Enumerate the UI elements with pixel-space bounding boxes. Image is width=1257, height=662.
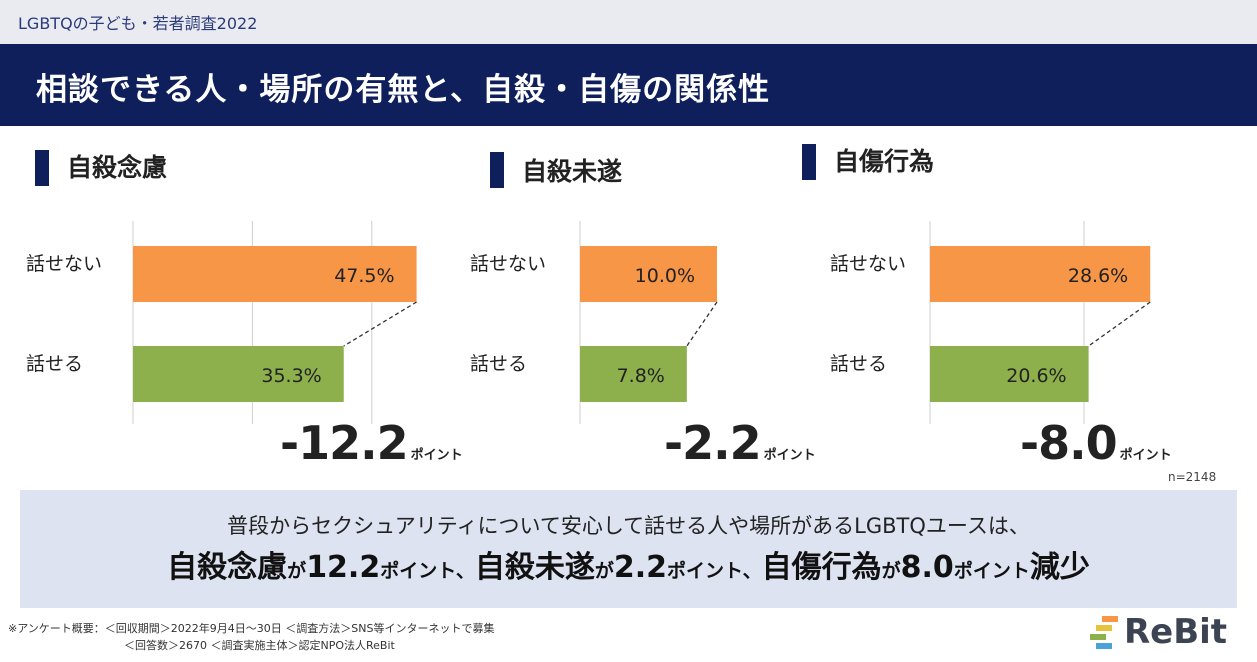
- summary-headline-part: ポイント、: [667, 560, 762, 582]
- bar-value-label: 10.0%: [635, 265, 695, 287]
- bar-value-label: 35.3%: [261, 365, 321, 387]
- sample-size-note: n=2148: [1168, 470, 1217, 484]
- summary-headline-part: 12.2: [306, 550, 381, 585]
- category-label: 話せる: [830, 353, 887, 375]
- bar-chart-self-harm: 28.6% 話せない 20.6% 話せる: [830, 221, 1151, 424]
- summary-headline-part: が: [594, 560, 614, 582]
- summary-headline-part: が: [881, 560, 901, 582]
- logo-mark-icon: [1090, 616, 1118, 649]
- difference-unit: ポイント: [1119, 448, 1172, 463]
- category-label: 話せない: [470, 253, 546, 275]
- survey-label: LGBTQの子ども・若者調査2022: [18, 14, 258, 33]
- summary-headline-part: が: [287, 560, 307, 582]
- heading-marker: [490, 152, 504, 188]
- chart-panel-suicidal-ideation: 自殺念慮 47.5% 話せない 35.3% 話せる -12.2 ポイント: [0, 126, 470, 486]
- summary-headline-part: 自殺未遂: [474, 550, 595, 585]
- bar-cannot-talk: [930, 246, 1151, 302]
- difference-value: -12.2: [280, 416, 409, 470]
- chart-panel-self-harm: 自傷行為 28.6% 話せない 20.6% 話せる -8.0 ポイント: [0, 126, 1257, 486]
- difference-connector: [686, 301, 718, 347]
- page-title: 相談できる人・場所の有無と、自殺・自傷の関係性: [36, 72, 771, 108]
- summary-headline-part: 減少: [1029, 550, 1090, 585]
- bar-value-label: 28.6%: [1068, 265, 1128, 287]
- category-label: 話せない: [830, 253, 906, 275]
- title-band: 相談できる人・場所の有無と、自殺・自傷の関係性: [0, 44, 1257, 126]
- bar-chart-suicidal-ideation: 47.5% 話せない 35.3% 話せる: [26, 221, 417, 424]
- bar-can-talk: [930, 346, 1089, 402]
- chart-title: 自殺念慮: [67, 153, 168, 182]
- difference-connector: [1088, 301, 1151, 347]
- summary-text: 普段からセクシュアリティについて安心して話せる人や場所があるLGBTQユースは、: [227, 514, 1030, 538]
- bar-value-label: 47.5%: [334, 265, 394, 287]
- footnote-line1: ※アンケート概要：＜回収期間＞2022年9月4日～30日 ＜調査方法＞SNS等イ…: [8, 622, 495, 635]
- category-label: 話せる: [26, 353, 83, 375]
- bar-can-talk: [580, 346, 687, 402]
- difference-value: -2.2: [664, 416, 762, 470]
- summary-headline-part: 自殺念慮: [167, 550, 288, 585]
- summary-headline-part: 自傷行為: [761, 550, 882, 585]
- difference-label: -8.0 ポイント: [1020, 416, 1172, 470]
- summary-headline-part: 8.0: [900, 550, 954, 585]
- summary-headline-part: 2.2: [613, 550, 668, 585]
- bar-value-label: 20.6%: [1006, 365, 1066, 387]
- difference-unit: ポイント: [763, 448, 816, 463]
- category-label: 話せない: [26, 253, 102, 275]
- heading-marker: [35, 150, 49, 186]
- bar-chart-suicide-attempt: 10.0% 話せない 7.8% 話せる: [470, 221, 718, 424]
- logo-text: ReBit: [1124, 612, 1228, 652]
- chart-title: 自傷行為: [834, 147, 935, 176]
- difference-unit: ポイント: [410, 448, 463, 463]
- difference-connector: [343, 301, 417, 347]
- chart-title: 自殺未遂: [522, 157, 623, 186]
- bar-cannot-talk: [580, 246, 717, 302]
- summary-headline-part: ポイント、: [380, 560, 475, 582]
- top-bar: LGBTQの子ども・若者調査2022: [0, 0, 1257, 44]
- summary-headline-part: ポイント: [953, 560, 1030, 582]
- summary-box: 普段からセクシュアリティについて安心して話せる人や場所があるLGBTQユースは、…: [20, 490, 1237, 608]
- heading-marker: [802, 144, 816, 180]
- bar-cannot-talk: [133, 246, 417, 302]
- difference-value: -8.0: [1020, 416, 1118, 470]
- difference-label: -12.2 ポイント: [280, 416, 463, 470]
- bar-value-label: 7.8%: [617, 365, 665, 387]
- footnote-line2: ＜回答数＞2670 ＜調査実施主体＞認定NPO法人ReBit: [124, 639, 395, 652]
- rebit-logo: ReBit: [1088, 612, 1248, 656]
- difference-label: -2.2 ポイント: [664, 416, 816, 470]
- chart-panel-suicide-attempt: 自殺未遂 10.0% 話せない 7.8% 話せる -2.2 ポイント: [0, 126, 816, 486]
- summary-headline: 自殺念慮が12.2ポイント、自殺未遂が2.2ポイント、自傷行為が8.0ポイント減…: [20, 542, 1237, 586]
- category-label: 話せる: [470, 353, 527, 375]
- bar-can-talk: [133, 346, 344, 402]
